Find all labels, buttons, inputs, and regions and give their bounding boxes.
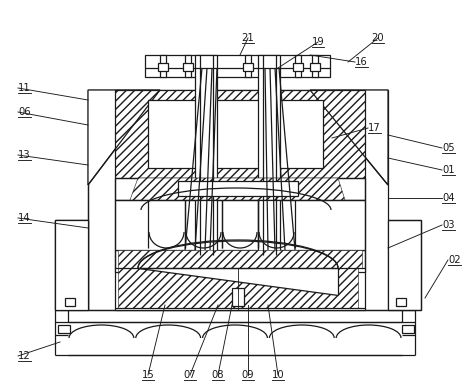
Bar [183,63,193,71]
Text: 10: 10 [272,370,284,380]
Text: 09: 09 [242,370,254,380]
Bar [310,63,320,71]
Polygon shape [138,268,338,295]
Bar [158,63,168,71]
Polygon shape [118,250,362,268]
Polygon shape [88,90,160,185]
Bar [232,288,244,306]
Text: 08: 08 [212,370,224,380]
Text: 01: 01 [442,165,455,175]
Bar [115,200,365,250]
Text: 03: 03 [442,220,455,230]
Bar [65,298,75,306]
Text: 16: 16 [355,57,368,67]
Text: 12: 12 [18,351,31,361]
Text: 02: 02 [448,255,461,265]
Bar [145,55,330,77]
Text: 06: 06 [18,107,31,117]
Text: 11: 11 [18,83,31,93]
Polygon shape [130,178,345,200]
Text: 14: 14 [18,213,31,223]
Text: 07: 07 [184,370,196,380]
Bar [258,55,280,255]
Text: 13: 13 [18,150,31,160]
Text: 17: 17 [368,123,381,133]
Polygon shape [310,90,388,185]
Text: 19: 19 [312,37,324,47]
Bar [178,181,298,196]
Text: 21: 21 [242,33,254,43]
Text: 05: 05 [442,143,455,153]
Bar [293,63,303,71]
Bar [88,90,388,310]
Bar [115,268,365,310]
Text: 20: 20 [371,33,384,43]
Text: 04: 04 [442,193,455,203]
Bar [402,325,414,333]
Polygon shape [118,268,358,308]
Bar [295,55,301,77]
Bar [396,298,406,306]
Bar [388,220,421,310]
Bar [185,55,191,77]
Bar [55,220,88,310]
Bar [312,55,318,77]
Polygon shape [55,220,88,310]
Bar [245,55,251,77]
Text: 15: 15 [142,370,154,380]
Polygon shape [115,90,365,178]
Bar [115,250,365,272]
Bar [148,100,323,168]
Bar [195,55,217,255]
Bar [243,63,253,71]
Bar [115,178,365,200]
Bar [160,55,166,77]
Bar [58,325,70,333]
